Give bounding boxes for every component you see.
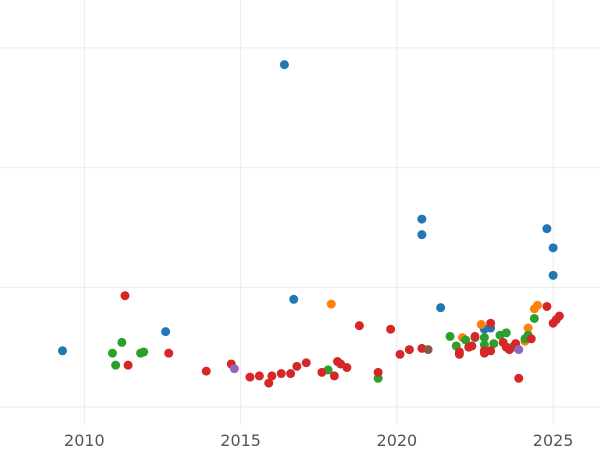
data-point <box>479 346 489 356</box>
data-point <box>533 300 542 310</box>
data-point <box>317 367 327 377</box>
data-point <box>542 224 552 234</box>
data-point <box>467 341 477 351</box>
data-point <box>329 371 339 381</box>
data-points <box>58 60 564 388</box>
data-point <box>120 291 130 301</box>
x-tick-label: 2015 <box>220 431 261 450</box>
data-point <box>161 327 171 337</box>
data-point <box>254 371 264 381</box>
data-point <box>486 318 496 328</box>
data-point <box>373 367 383 377</box>
data-point <box>417 230 427 240</box>
data-point <box>117 337 127 347</box>
data-point <box>229 364 239 374</box>
data-point <box>108 348 117 358</box>
data-point <box>58 346 67 356</box>
data-point <box>461 335 471 345</box>
data-point <box>264 378 274 388</box>
data-point <box>354 321 364 331</box>
data-point <box>526 334 536 344</box>
data-point <box>386 324 396 334</box>
data-point <box>514 373 524 383</box>
data-point <box>286 369 296 379</box>
data-point <box>554 311 564 321</box>
data-point <box>164 348 174 358</box>
data-point <box>326 299 336 309</box>
data-point <box>486 346 496 356</box>
data-point <box>417 214 427 224</box>
data-point <box>289 294 299 304</box>
data-point <box>267 371 277 381</box>
x-tick-label: 2020 <box>377 431 418 450</box>
data-point <box>123 360 133 370</box>
data-point <box>404 345 414 355</box>
data-point <box>454 347 464 357</box>
data-point <box>548 270 558 280</box>
data-point <box>479 333 489 343</box>
x-tick-label: 2010 <box>64 431 105 450</box>
x-axis-tick-labels: 2010 2015 2020 2025 <box>64 431 573 450</box>
data-point <box>476 319 486 329</box>
data-point <box>542 301 552 311</box>
data-point <box>501 328 511 338</box>
data-point <box>423 345 433 355</box>
data-point <box>395 349 405 359</box>
data-point <box>548 243 558 253</box>
data-point <box>436 303 446 313</box>
data-point <box>504 345 514 355</box>
data-point <box>201 366 211 376</box>
data-point <box>301 358 311 368</box>
data-point <box>529 313 539 323</box>
data-point <box>292 361 302 371</box>
data-point <box>111 360 121 370</box>
data-point <box>139 347 149 357</box>
data-point <box>489 339 499 349</box>
grid-layer <box>0 0 600 425</box>
data-point <box>470 331 480 341</box>
data-point <box>276 369 286 379</box>
x-tick-label: 2025 <box>533 431 574 450</box>
data-point <box>245 372 255 382</box>
data-point <box>523 323 533 333</box>
data-point <box>445 331 455 341</box>
data-point <box>279 60 289 70</box>
data-point <box>342 363 352 373</box>
data-point <box>514 345 524 355</box>
